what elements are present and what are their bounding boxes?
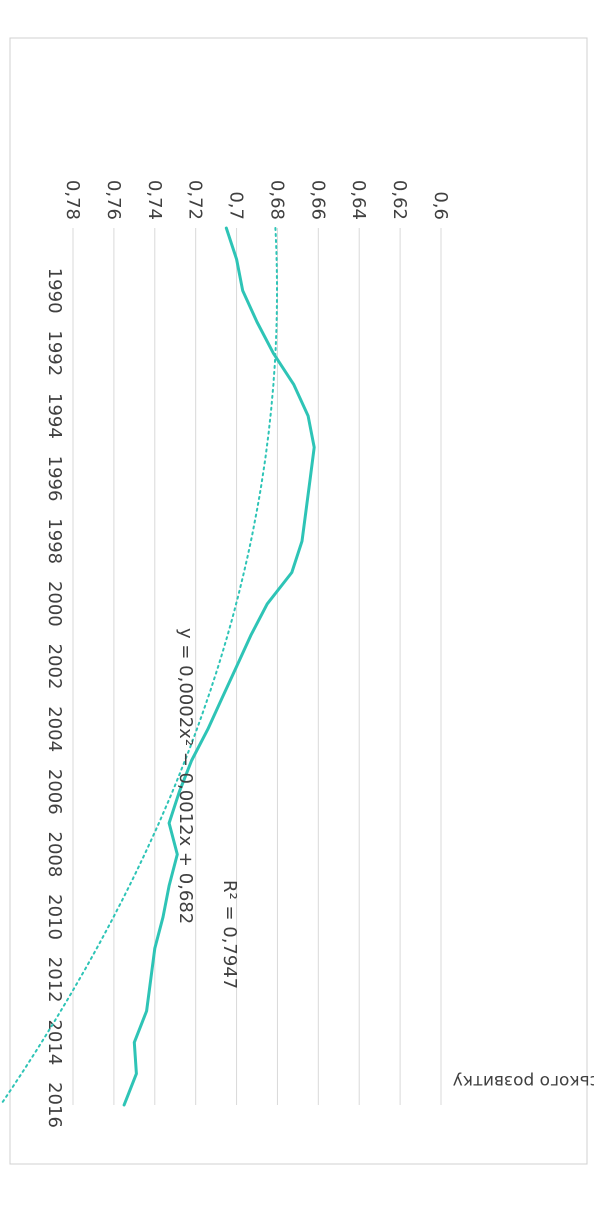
y-tick-label: 0,66: [307, 180, 328, 220]
series-point: [291, 572, 293, 574]
y-tick-label: 0,78: [62, 180, 83, 220]
x-tick-label: 2006: [44, 769, 65, 815]
series-point: [309, 478, 311, 480]
y-axis-label: Індекс людського розвитку: [453, 1071, 594, 1091]
y-tick-label: 0,62: [389, 180, 410, 220]
x-tick-label: 1996: [44, 456, 65, 502]
y-tick-label: 0,68: [266, 180, 287, 220]
x-tick-label: 2002: [44, 644, 65, 690]
series-point: [266, 603, 268, 605]
series-point: [293, 384, 295, 386]
x-axis-ticks: 1990 1992 1994 1996 1998 2000 2002 2004 2006 2008…: [44, 268, 65, 1128]
x-tick-label: 2010: [44, 894, 65, 940]
series-point: [272, 352, 274, 354]
series-point: [146, 1010, 148, 1012]
series-point: [313, 446, 315, 448]
series-point: [256, 321, 258, 323]
series-point: [307, 415, 309, 417]
x-tick-label: 1992: [44, 330, 65, 376]
y-tick-label: 0,76: [103, 180, 124, 220]
trendline-group: [0, 227, 278, 1106]
y-tick-label: 0,72: [185, 180, 206, 220]
x-tick-label: 2014: [44, 1019, 65, 1065]
series-point: [150, 979, 152, 981]
series-point: [250, 634, 252, 636]
x-tick-label: 1998: [44, 518, 65, 564]
y-tick-label: 0,64: [348, 180, 369, 220]
x-tick-label: 2000: [44, 581, 65, 627]
trendline-r-squared: R² = 0,7947: [219, 880, 240, 989]
x-tick-label: 2004: [44, 706, 65, 752]
series-point: [178, 791, 180, 793]
series-point: [168, 822, 170, 824]
series-point: [236, 258, 238, 260]
series-point: [242, 290, 244, 292]
y-tick-label: 0,7: [226, 191, 247, 220]
gridlines: [72, 228, 442, 1105]
series-point: [207, 728, 209, 730]
series-group: [122, 226, 316, 1107]
x-tick-label: 2008: [44, 832, 65, 878]
series-point: [133, 1041, 135, 1043]
series-point: [154, 947, 156, 949]
x-tick-label: 2012: [44, 957, 65, 1003]
x-tick-label: 1994: [44, 393, 65, 439]
y-axis-ticks: 0,6 0,62 0,64 0,66 0,68 0,7 0,72 0,74 0,76 0,78: [62, 180, 451, 220]
series-point: [168, 885, 170, 887]
series-point: [176, 853, 178, 855]
x-tick-label: 2016: [44, 1082, 65, 1128]
series-point: [135, 1073, 137, 1075]
series-point: [225, 227, 227, 229]
chart-frame: [9, 37, 588, 1165]
plot-rotated-group: 0,6 0,62 0,64 0,66 0,68 0,7 0,72 0,74 0,76 0,78 1…: [0, 180, 594, 1128]
x-tick-label: 1990: [44, 268, 65, 314]
series-point: [221, 697, 223, 699]
series-point: [162, 916, 164, 918]
y-tick-label: 0,6: [430, 191, 451, 220]
y-tick-label: 0,74: [144, 180, 165, 220]
series-point: [191, 759, 193, 761]
series-point: [236, 666, 238, 667]
series-point: [123, 1104, 125, 1106]
trendline-equation: y = 0,0002x² − 0,0012x + 0,682: [175, 628, 196, 924]
trendline: [0, 227, 278, 1106]
series-point: [305, 509, 307, 511]
series-point: [301, 540, 303, 542]
